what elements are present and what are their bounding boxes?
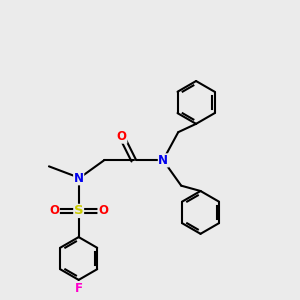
Text: F: F — [75, 282, 83, 295]
Text: N: N — [74, 172, 84, 185]
Text: O: O — [98, 204, 108, 218]
Text: N: N — [158, 154, 168, 167]
Text: O: O — [117, 130, 127, 143]
Text: O: O — [49, 204, 59, 218]
Text: S: S — [74, 204, 83, 218]
